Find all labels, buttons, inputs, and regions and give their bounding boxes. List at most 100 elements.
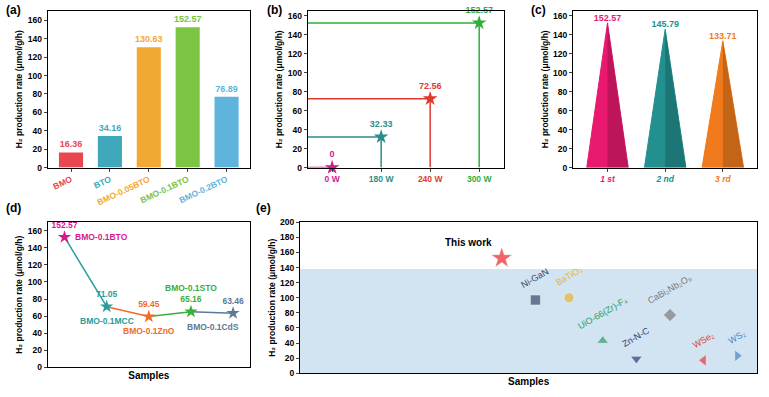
svg-text:180 W: 180 W	[369, 174, 395, 184]
svg-text:BTO: BTO	[92, 174, 113, 191]
svg-text:120: 120	[28, 52, 42, 62]
svg-text:20: 20	[33, 144, 43, 154]
svg-text:152.57: 152.57	[594, 13, 622, 23]
svg-text:152.57: 152.57	[52, 220, 78, 230]
svg-text:BMO-0.1MCC: BMO-0.1MCC	[80, 316, 134, 326]
svg-text:120: 120	[280, 278, 294, 288]
svg-text:60: 60	[33, 107, 43, 117]
svg-text:(c): (c)	[531, 3, 546, 17]
svg-text:Samples: Samples	[508, 376, 550, 387]
svg-text:140: 140	[28, 34, 42, 44]
svg-text:H₂ production rate (μmol/g/h): H₂ production rate (μmol/g/h)	[14, 30, 24, 148]
svg-text:80: 80	[558, 87, 568, 97]
svg-text:(a): (a)	[6, 3, 21, 17]
svg-text:120: 120	[288, 49, 302, 59]
svg-text:3 rd: 3 rd	[715, 174, 731, 184]
svg-text:40: 40	[33, 328, 43, 338]
svg-text:BMO-0.1STO: BMO-0.1STO	[165, 283, 217, 293]
svg-text:100: 100	[288, 68, 302, 78]
svg-text:0: 0	[330, 149, 335, 159]
svg-text:WSe₂: WSe₂	[691, 330, 716, 350]
svg-text:160: 160	[28, 226, 42, 236]
svg-text:100: 100	[553, 68, 567, 78]
svg-text:100: 100	[28, 71, 42, 81]
svg-text:300 W: 300 W	[467, 174, 493, 184]
svg-text:60: 60	[292, 106, 302, 116]
svg-text:BMO-0.1CdS: BMO-0.1CdS	[187, 322, 239, 332]
svg-text:0: 0	[37, 362, 42, 372]
svg-text:180: 180	[280, 232, 294, 242]
svg-text:145.79: 145.79	[651, 19, 679, 29]
svg-text:60: 60	[33, 311, 43, 321]
svg-text:60: 60	[558, 106, 568, 116]
svg-text:160: 160	[280, 247, 294, 257]
svg-text:140: 140	[280, 263, 294, 273]
svg-text:20: 20	[292, 144, 302, 154]
svg-text:100: 100	[280, 293, 294, 303]
svg-text:63.46: 63.46	[222, 296, 244, 306]
svg-text:(e): (e)	[256, 201, 271, 215]
svg-text:H₂ production rate (μmol/g/h): H₂ production rate (μmol/g/h)	[14, 236, 24, 354]
svg-text:20: 20	[285, 353, 295, 363]
svg-text:H₂ production rate (μmol/g/h): H₂ production rate (μmol/g/h)	[540, 30, 550, 148]
svg-text:65.16: 65.16	[180, 294, 202, 304]
svg-text:120: 120	[28, 260, 42, 270]
svg-text:40: 40	[285, 338, 295, 348]
svg-text:16.36: 16.36	[60, 139, 83, 149]
svg-text:20: 20	[33, 345, 43, 355]
svg-text:40: 40	[558, 125, 568, 135]
svg-text:140: 140	[288, 30, 302, 40]
svg-text:40: 40	[33, 126, 43, 136]
svg-text:130.63: 130.63	[135, 34, 163, 44]
svg-text:32.33: 32.33	[370, 119, 393, 129]
svg-text:BMO-0.1BTO: BMO-0.1BTO	[139, 174, 191, 205]
svg-text:80: 80	[292, 87, 302, 97]
svg-text:160: 160	[28, 15, 42, 25]
svg-text:240 W: 240 W	[418, 174, 444, 184]
svg-text:BMO-0.1BTO: BMO-0.1BTO	[75, 232, 128, 242]
svg-text:This work: This work	[445, 237, 492, 248]
svg-text:20: 20	[558, 144, 568, 154]
svg-text:BMO-0.2BTO: BMO-0.2BTO	[178, 174, 230, 205]
svg-text:133.71: 133.71	[709, 31, 737, 41]
svg-text:0: 0	[37, 163, 42, 173]
svg-text:H₂ production rate (μmol/g/h): H₂ production rate (μmol/g/h)	[267, 239, 277, 357]
svg-text:160: 160	[553, 11, 567, 21]
svg-text:80: 80	[285, 308, 295, 318]
svg-text:BMO: BMO	[51, 174, 74, 192]
svg-text:72.56: 72.56	[419, 81, 442, 91]
svg-text:0: 0	[562, 163, 567, 173]
svg-text:1 st: 1 st	[600, 174, 616, 184]
svg-text:200: 200	[280, 217, 294, 227]
svg-text:160: 160	[288, 11, 302, 21]
svg-text:Samples: Samples	[128, 370, 170, 381]
svg-text:BMO-0.1ZnO: BMO-0.1ZnO	[123, 326, 175, 336]
svg-text:WS₂: WS₂	[727, 328, 748, 346]
svg-text:0 W: 0 W	[325, 174, 341, 184]
svg-text:CaBi₂Nb₂O₉: CaBi₂Nb₂O₉	[646, 273, 693, 306]
svg-text:2 nd: 2 nd	[655, 174, 674, 184]
svg-text:40: 40	[292, 125, 302, 135]
svg-text:(b): (b)	[267, 3, 282, 17]
svg-text:100: 100	[28, 277, 42, 287]
svg-text:59.45: 59.45	[138, 299, 160, 309]
svg-text:BMO-0.05BTO: BMO-0.05BTO	[96, 174, 152, 207]
svg-text:0: 0	[297, 163, 302, 173]
svg-text:71.05: 71.05	[96, 289, 118, 299]
svg-text:140: 140	[553, 30, 567, 40]
svg-text:0: 0	[289, 368, 294, 378]
svg-text:(d): (d)	[6, 201, 21, 215]
svg-text:BaTiO₃: BaTiO₃	[554, 264, 584, 287]
svg-text:120: 120	[553, 49, 567, 59]
svg-text:140: 140	[28, 243, 42, 253]
svg-text:H₂ production rate (μmol/g/h): H₂ production rate (μmol/g/h)	[274, 30, 284, 148]
svg-text:76.89: 76.89	[215, 84, 238, 94]
svg-text:152.57: 152.57	[465, 5, 493, 15]
svg-text:80: 80	[33, 294, 43, 304]
svg-text:80: 80	[33, 89, 43, 99]
svg-text:152.57: 152.57	[174, 14, 202, 24]
svg-text:Zn-N-C: Zn-N-C	[620, 325, 651, 349]
svg-text:UiO-66(Zr)-F₄: UiO-66(Zr)-F₄	[576, 295, 629, 331]
svg-text:Ni-GaN: Ni-GaN	[519, 266, 550, 290]
svg-text:34.16: 34.16	[99, 123, 122, 133]
